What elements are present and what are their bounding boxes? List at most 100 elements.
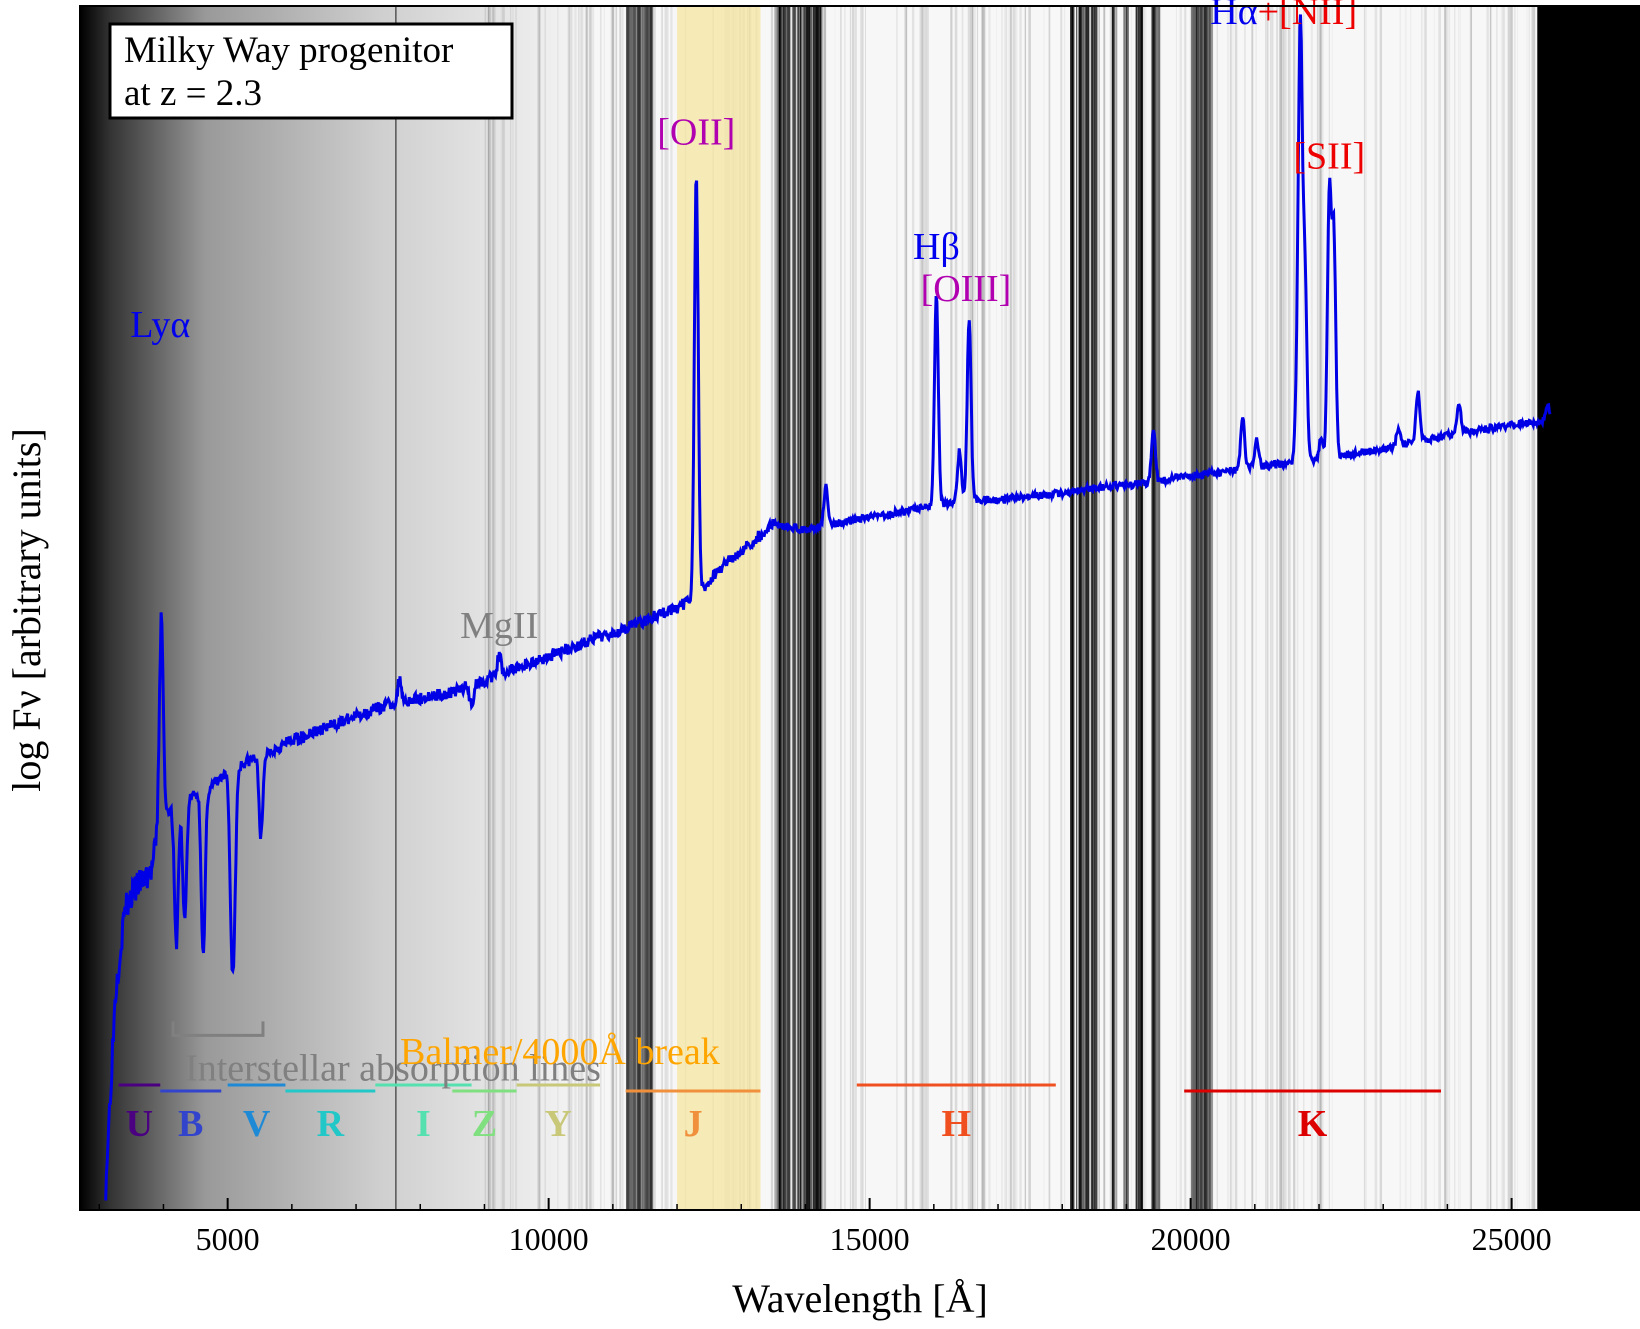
absorption-band-stripe xyxy=(817,6,821,1210)
transmission-stripe xyxy=(585,6,588,1210)
absorption-band-stripe xyxy=(1194,6,1199,1210)
filter-label-R: R xyxy=(317,1103,345,1145)
transmission-stripe xyxy=(1434,6,1435,1210)
filter-label-U: U xyxy=(126,1103,153,1145)
absorption-band-stripe xyxy=(776,6,780,1210)
absorption-band-stripe xyxy=(634,6,639,1210)
absorption-band-stripe xyxy=(649,6,654,1210)
transmission-stripe xyxy=(1471,6,1473,1210)
absorption-band-stripe xyxy=(1192,6,1196,1210)
absorption-band-stripe xyxy=(1085,6,1089,1210)
absorption-band-stripe xyxy=(641,6,646,1210)
transmission-stripe xyxy=(1490,6,1492,1210)
transmission-stripe xyxy=(1399,6,1402,1210)
transmission-stripe xyxy=(653,6,656,1210)
transmission-stripe xyxy=(1179,6,1182,1210)
transmission-stripe xyxy=(1015,6,1018,1210)
transmission-stripe xyxy=(1507,6,1511,1210)
transmission-stripe xyxy=(1003,6,1006,1210)
absorption-band-stripe xyxy=(1196,6,1199,1210)
absorption-band-stripe xyxy=(632,6,635,1210)
transmission-stripe xyxy=(862,6,864,1210)
transmission-stripe xyxy=(612,6,614,1210)
filter-label-K: K xyxy=(1298,1103,1328,1145)
transmission-stripe xyxy=(1183,6,1187,1210)
transmission-stripe xyxy=(923,6,925,1210)
balmer-break-highlight xyxy=(677,6,761,1210)
transmission-stripe xyxy=(488,6,490,1210)
absorption-band-stripe xyxy=(627,6,630,1210)
transmission-stripe xyxy=(1009,6,1012,1210)
transmission-stripe xyxy=(1331,6,1333,1210)
transmission-stripe xyxy=(1286,6,1288,1210)
transmission-stripe xyxy=(1012,6,1016,1210)
absorption-band-stripe xyxy=(1203,6,1207,1210)
absorption-band-stripe xyxy=(646,6,650,1210)
transmission-stripe xyxy=(585,6,588,1210)
transmission-stripe xyxy=(1363,6,1365,1210)
absorption-band-stripe xyxy=(1206,6,1209,1210)
transmission-stripe xyxy=(983,6,986,1210)
transmission-stripe xyxy=(1145,6,1147,1210)
balmer-highlight-region xyxy=(677,6,761,1210)
transmission-stripe xyxy=(568,6,572,1210)
transmission-stripe xyxy=(1293,6,1295,1210)
transmission-stripe xyxy=(648,6,651,1210)
absorption-band-stripe xyxy=(1138,6,1143,1210)
transmission-stripe xyxy=(794,6,797,1210)
transmission-stripe xyxy=(1252,6,1253,1210)
legend-line-2: at z = 2.3 xyxy=(124,73,262,114)
absorption-band-stripe xyxy=(1070,6,1074,1210)
transmission-stripe xyxy=(632,6,635,1210)
transmission-stripe xyxy=(1081,6,1084,1210)
transmission-stripe xyxy=(626,6,627,1210)
transmission-stripe xyxy=(1280,6,1284,1210)
x-tick-label: 10000 xyxy=(509,1221,589,1257)
transmission-stripe xyxy=(1509,6,1513,1210)
absorption-band-stripe xyxy=(628,6,633,1210)
absorption-band-stripe xyxy=(792,6,796,1210)
transmission-stripe xyxy=(921,6,924,1210)
absorption-band-stripe xyxy=(1194,6,1197,1210)
transmission-stripe xyxy=(589,6,592,1210)
balmer-label: Balmer/4000Å break xyxy=(400,1031,720,1073)
transmission-stripe xyxy=(924,6,927,1210)
absorption-band-stripe xyxy=(786,6,791,1210)
transmission-stripe xyxy=(926,6,929,1210)
absorption-band-stripe xyxy=(1140,6,1143,1210)
transmission-stripe xyxy=(1420,6,1423,1210)
absorption-band-stripe xyxy=(1208,6,1211,1210)
legend-line-1: Milky Way progenitor xyxy=(124,30,453,71)
absorption-band-stripe xyxy=(800,6,805,1210)
absorption-band-stripe xyxy=(644,6,648,1210)
absorption-band-stripe xyxy=(1115,6,1118,1210)
absorption-band-stripe xyxy=(645,6,649,1210)
transmission-stripe xyxy=(1024,6,1027,1210)
absorption-band-stripe xyxy=(1209,6,1213,1210)
transmission-stripe xyxy=(1104,6,1106,1210)
transmission-stripe xyxy=(904,6,908,1210)
absorption-band-stripe xyxy=(819,6,824,1210)
transmission-stripe xyxy=(1296,6,1299,1210)
transmission-stripe xyxy=(770,6,774,1210)
transmission-stripe xyxy=(580,6,583,1210)
interstellar-bracket xyxy=(171,1021,265,1037)
absorption-band-stripe xyxy=(650,6,653,1210)
absorption-band-stripe xyxy=(812,6,815,1210)
transmission-stripe xyxy=(1469,6,1472,1210)
transmission-stripe xyxy=(1267,6,1269,1210)
transmission-stripe xyxy=(1060,6,1063,1210)
absorption-band-stripe xyxy=(809,6,813,1210)
transmission-stripe xyxy=(1289,6,1291,1210)
x-tick-label: 15000 xyxy=(830,1221,910,1257)
absorption-band-stripe xyxy=(1205,6,1209,1210)
transmission-stripe xyxy=(1287,6,1290,1210)
transmission-stripe xyxy=(972,6,975,1210)
transmission-stripe xyxy=(557,6,559,1210)
absorption-band-stripe xyxy=(1200,6,1204,1210)
transmission-stripe xyxy=(855,6,857,1210)
transmission-stripe xyxy=(1196,6,1198,1210)
absorption-band-stripe xyxy=(1152,6,1156,1210)
absorption-band-stripe xyxy=(807,6,811,1210)
